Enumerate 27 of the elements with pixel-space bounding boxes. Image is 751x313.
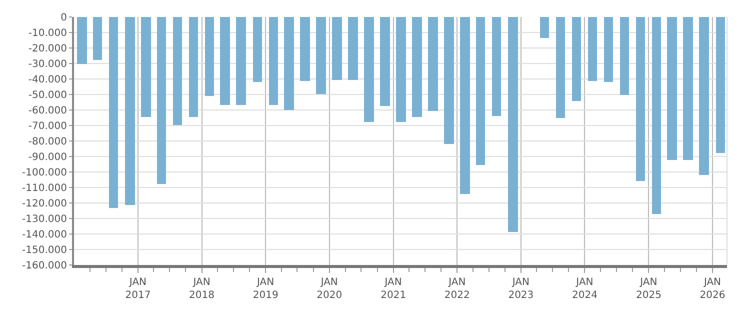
y-tick-label: -90.000 [28, 152, 67, 163]
y-tick-label: -60.000 [28, 106, 67, 116]
y-tick-label: -30.000 [28, 59, 67, 70]
y-tick-label: -120.000 [22, 198, 67, 210]
y-tick-label: 0 [60, 12, 67, 24]
y-tick-label: -130.000 [22, 214, 67, 225]
y-tick-label: -70.000 [28, 121, 67, 132]
y-tick-label: -150.000 [22, 245, 67, 256]
x-tick-label: JAN 2018 [189, 277, 214, 301]
y-tick-label: -80.000 [28, 136, 67, 148]
x-tick-label: JAN 2021 [380, 277, 406, 301]
x-tick-label: JAN 2023 [508, 277, 534, 301]
y-tick-label: -10.000 [28, 28, 67, 39]
x-tick-label: JAN 2017 [125, 277, 151, 301]
x-tick-label: JAN 2022 [444, 277, 470, 301]
x-tick-label: JAN 2020 [316, 277, 342, 301]
y-tick-label: -110.000 [22, 183, 67, 194]
x-tick-label: JAN 2026 [700, 277, 726, 301]
y-tick-label: -140.000 [22, 230, 67, 240]
x-tick-label: JAN 2024 [572, 277, 598, 301]
y-tick-label: -40.000 [28, 74, 67, 86]
y-tick-label: -50.000 [28, 90, 67, 101]
x-tick-label: JAN 2019 [252, 277, 278, 301]
x-tick-label: JAN 2025 [636, 277, 662, 301]
y-tick-label: -100.000 [22, 168, 67, 178]
y-tick-label: -160.000 [22, 260, 67, 272]
y-tick-label: -20.000 [28, 44, 67, 54]
